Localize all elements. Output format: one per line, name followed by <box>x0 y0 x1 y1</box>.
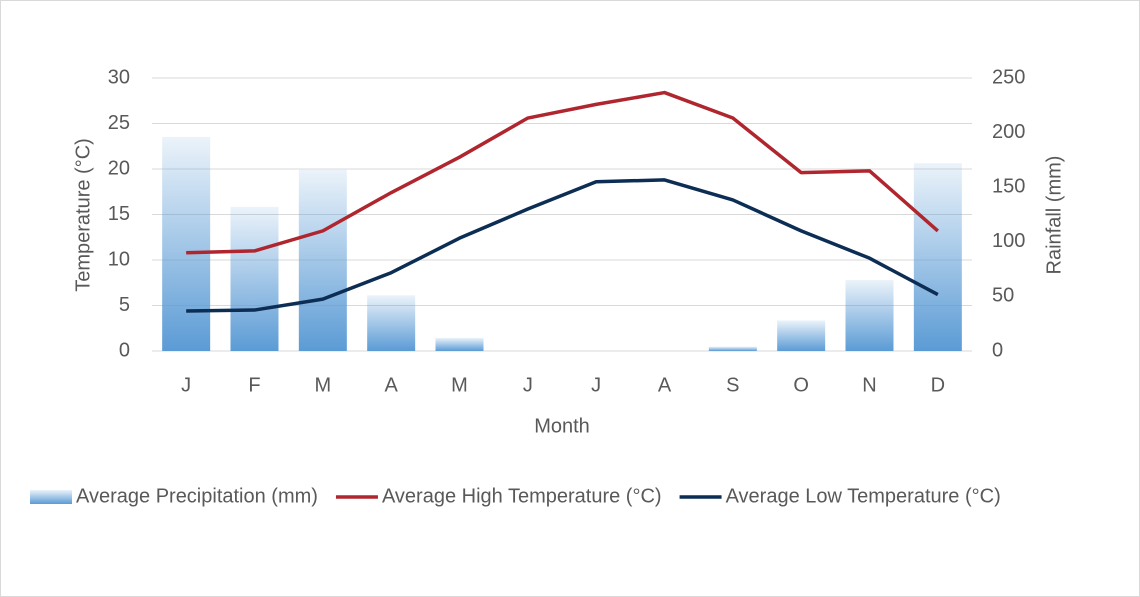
x-tick-label: M <box>314 374 331 396</box>
legend-swatch <box>30 490 72 504</box>
x-tick-label: S <box>726 374 739 396</box>
line <box>186 178 939 313</box>
y-tick-label: 20 <box>108 157 130 179</box>
x-tick-label: A <box>384 374 398 396</box>
legend-label: Average Precipitation (mm) <box>76 485 318 507</box>
x-tick-label: J <box>181 374 191 396</box>
y-tick-label: 0 <box>119 339 130 361</box>
legend-label: Average High Temperature (°C) <box>382 485 662 507</box>
bar <box>913 163 962 351</box>
x-tick-label: O <box>793 374 809 396</box>
x-axis-title: Month <box>534 415 590 437</box>
legend-label: Average Low Temperature (°C) <box>726 485 1001 507</box>
x-tick-label: A <box>658 374 672 396</box>
bar <box>230 206 279 351</box>
bar <box>777 320 826 351</box>
x-tick-label: J <box>523 374 533 396</box>
bar <box>367 295 416 351</box>
bar <box>162 136 211 351</box>
x-tick-label: J <box>591 374 601 396</box>
bar <box>298 169 347 351</box>
y2-tick-label: 100 <box>992 230 1025 252</box>
x-tick-label: N <box>862 374 876 396</box>
y2-tick-label: 50 <box>992 285 1014 307</box>
y-tick-label: 30 <box>108 66 130 88</box>
x-tick-label: D <box>931 374 945 396</box>
bar <box>435 337 484 351</box>
x-tick-label: F <box>248 374 260 396</box>
y-tick-label: 15 <box>108 203 130 225</box>
y-tick-label: 10 <box>108 248 130 270</box>
y2-tick-label: 250 <box>992 66 1025 88</box>
y-tick-label: 25 <box>108 112 130 134</box>
y2-axis-title: Rainfall (mm) <box>1043 156 1065 275</box>
line <box>186 90 939 255</box>
y-tick-label: 5 <box>119 294 130 316</box>
y2-tick-label: 0 <box>992 339 1003 361</box>
y2-tick-label: 150 <box>992 175 1025 197</box>
y-axis-title: Temperature (°C) <box>72 138 94 292</box>
y2-tick-label: 200 <box>992 121 1025 143</box>
bar <box>845 280 894 351</box>
x-tick-label: M <box>451 374 468 396</box>
bar <box>708 346 757 351</box>
